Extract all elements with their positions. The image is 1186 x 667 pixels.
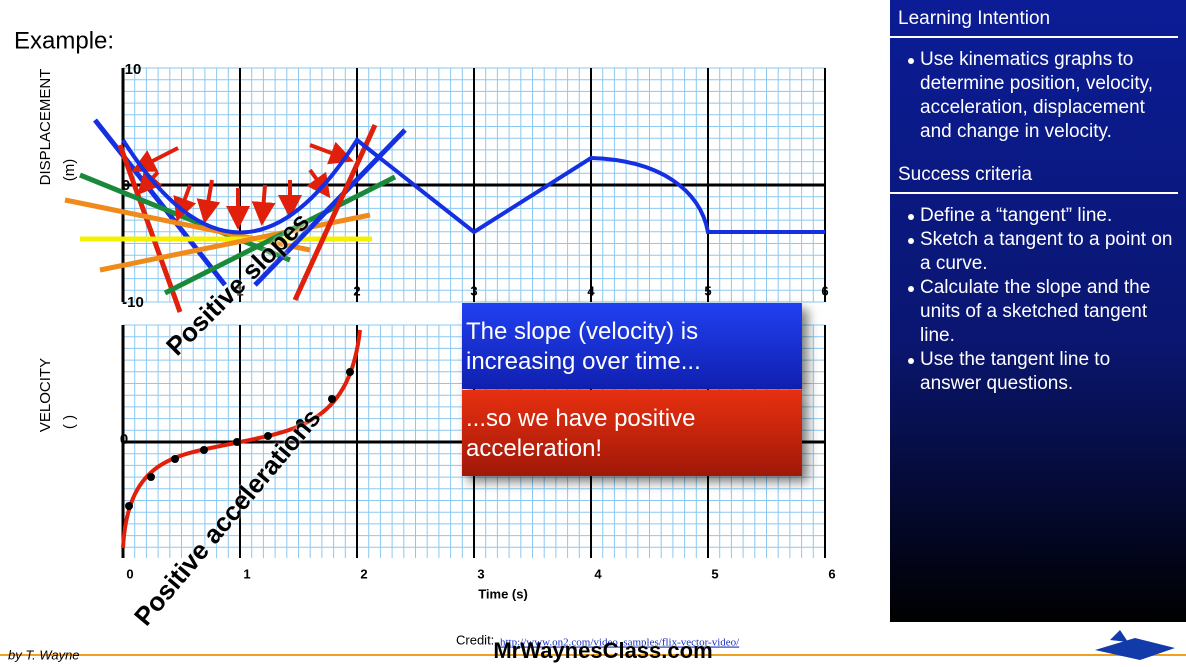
y-label: VELOCITY bbox=[37, 358, 54, 432]
x-tick-label: 5 bbox=[704, 283, 711, 298]
callout: The slope (velocity) is increasing over … bbox=[462, 303, 802, 389]
velocity-dots bbox=[125, 368, 354, 510]
heading: Success criteria bbox=[890, 156, 1178, 194]
x-tick-label: 2 bbox=[360, 566, 367, 581]
x-tick-label: 2 bbox=[353, 283, 360, 298]
list-item: Use kinematics graphs to determine posit… bbox=[908, 48, 1176, 144]
x-tick-label: 3 bbox=[477, 566, 484, 581]
logo bbox=[1095, 630, 1175, 660]
author: by T. Wayne bbox=[8, 647, 80, 662]
sidebar: Learning Intention Use kinematics graphs… bbox=[890, 0, 1186, 622]
heading: Learning Intention bbox=[890, 0, 1178, 38]
site-name: MrWaynesClass.com bbox=[493, 638, 712, 663]
y-unit: (m) bbox=[61, 159, 78, 182]
list-item: Sketch a tangent to a point on a curve. bbox=[908, 228, 1176, 276]
x-tick-label: 6 bbox=[828, 566, 835, 581]
y-tick-label: 10 bbox=[125, 61, 142, 78]
list: Use kinematics graphs to determine posit… bbox=[890, 38, 1186, 156]
callout: ...so we have positive acceleration! bbox=[462, 390, 802, 476]
list: Define a “tangent” line. Sketch a tangent… bbox=[890, 194, 1186, 408]
x-tick-label: 1 bbox=[236, 283, 243, 298]
x-label: Time (s) bbox=[478, 586, 528, 601]
y-unit: ( ) bbox=[61, 415, 78, 429]
credit-link[interactable]: http://www.on2.com/video_samples/flix-ve… bbox=[500, 637, 740, 649]
y-tick-label: 0 bbox=[120, 431, 128, 448]
list-item: Calculate the slope and the units of a s… bbox=[908, 276, 1176, 348]
list-item: Use the tangent line to answer questions… bbox=[908, 348, 1176, 396]
slide-title: Example: bbox=[14, 27, 114, 54]
x-tick-label: 4 bbox=[594, 566, 602, 581]
x-tick-label: 5 bbox=[711, 566, 718, 581]
y-label: DISPLACEMENT bbox=[37, 69, 54, 186]
x-tick-label: 0 bbox=[126, 566, 133, 581]
credit: Credit: bbox=[456, 632, 494, 647]
x-tick-label: 4 bbox=[587, 283, 595, 298]
list-item: Define a “tangent” line. bbox=[908, 204, 1176, 228]
y-tick-label: 0 bbox=[122, 177, 130, 194]
x-tick-label: 1 bbox=[243, 566, 250, 581]
footer-line bbox=[0, 654, 1186, 656]
displacement-curve bbox=[121, 137, 825, 235]
y-tick-label: -10 bbox=[122, 294, 144, 311]
x-tick-label: 3 bbox=[470, 283, 477, 298]
x-tick-label: 6 bbox=[821, 283, 828, 298]
